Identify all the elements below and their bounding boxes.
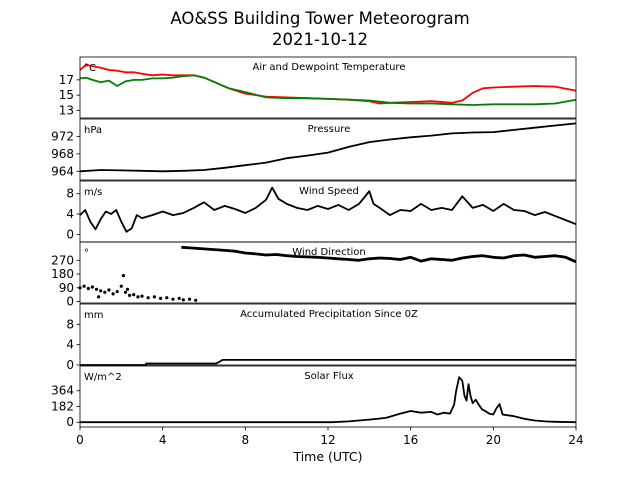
series-line-1: [79, 122, 577, 173]
figure-date: 2021-10-12: [272, 30, 368, 49]
series-point: [103, 290, 107, 294]
series-line-1: [79, 186, 577, 233]
panel-title: Wind Direction: [292, 247, 366, 258]
figure-title: AO&SS Building Tower Meteorogram: [170, 9, 469, 28]
y-tick-label: 13: [59, 103, 74, 117]
y-tick-label: 8: [66, 317, 74, 331]
x-tick-label: 0: [76, 433, 84, 447]
series-point: [146, 296, 150, 300]
y-tick-label: 4: [66, 207, 74, 221]
x-tick-label: 16: [403, 433, 418, 447]
series-point: [94, 287, 99, 291]
y-tick-label: 180: [51, 267, 74, 281]
y-tick-label: 0: [66, 358, 74, 372]
series-point: [121, 274, 125, 278]
series-point: [165, 296, 169, 300]
unit-label: W/m^2: [84, 372, 122, 383]
x-axis-label: Time (UTC): [292, 449, 362, 464]
y-tick-label: 972: [51, 129, 74, 143]
y-tick-label: 90: [59, 281, 74, 295]
y-tick-label: 17: [59, 73, 74, 87]
panel-5: 0 4 8 mm Accumulated Precipitation Since 0Z: [66, 303, 577, 372]
series-point: [123, 290, 128, 294]
y-tick-label: 0: [66, 227, 74, 241]
series-point: [187, 297, 192, 301]
series-point: [82, 284, 86, 288]
series-line-2: [181, 245, 577, 264]
x-tick-label: 4: [159, 433, 167, 447]
y-tick-label: 964: [51, 164, 74, 178]
series-point: [115, 290, 119, 294]
panel-title: Air and Dewpoint Temperature: [253, 62, 406, 73]
panel-frame: [79, 303, 577, 366]
panel-title: Pressure: [308, 124, 351, 135]
y-tick-label: 182: [51, 399, 74, 413]
x-tick-label: 20: [486, 433, 501, 447]
series-point: [111, 292, 115, 296]
panel-3: 0 4 8 m/s Wind Speed: [66, 180, 577, 243]
series-point: [97, 295, 101, 299]
series-point: [159, 296, 163, 300]
unit-label: °C: [84, 63, 96, 74]
series-point: [90, 285, 94, 289]
series-point: [99, 289, 103, 293]
series-line-1: [80, 359, 576, 366]
panel-title: Wind Speed: [299, 186, 359, 197]
series-line-2: [79, 74, 577, 106]
series-point: [181, 298, 185, 302]
y-tick-label: 15: [59, 88, 74, 102]
panel-frame: [79, 241, 577, 304]
series-point: [107, 288, 111, 292]
series-point: [128, 293, 132, 297]
series-point: [194, 298, 198, 302]
series-point: [152, 295, 156, 299]
panel-frame: [79, 56, 577, 119]
series-point: [86, 286, 90, 291]
y-tick-label: 0: [66, 415, 74, 429]
x-tick-label: 24: [568, 433, 583, 447]
unit-label: °: [84, 248, 89, 259]
x-tick-label: 8: [242, 433, 250, 447]
unit-label: mm: [84, 310, 103, 321]
unit-label: hPa: [84, 125, 102, 136]
series-line-1: [80, 376, 577, 424]
x-tick-label: 12: [320, 433, 335, 447]
y-tick-label: 0: [66, 294, 74, 308]
series-point: [125, 287, 130, 291]
panel-frame: [79, 118, 577, 181]
y-tick-label: 968: [51, 147, 74, 161]
series-point: [136, 295, 140, 299]
y-tick-label: 270: [51, 253, 74, 267]
series-point: [140, 294, 144, 298]
y-tick-label: 364: [51, 384, 74, 398]
panel-2: 964 968 972 hPa Pressure: [51, 118, 577, 181]
unit-label: m/s: [84, 187, 102, 198]
y-tick-label: 4: [66, 338, 74, 352]
series-point: [119, 284, 123, 288]
y-tick-label: 8: [66, 187, 74, 201]
panel-title: Solar Flux: [304, 371, 354, 382]
series-point: [132, 293, 136, 297]
series-point: [177, 296, 181, 300]
series-point: [171, 297, 175, 301]
panel-title: Accumulated Precipitation Since 0Z: [240, 309, 418, 320]
